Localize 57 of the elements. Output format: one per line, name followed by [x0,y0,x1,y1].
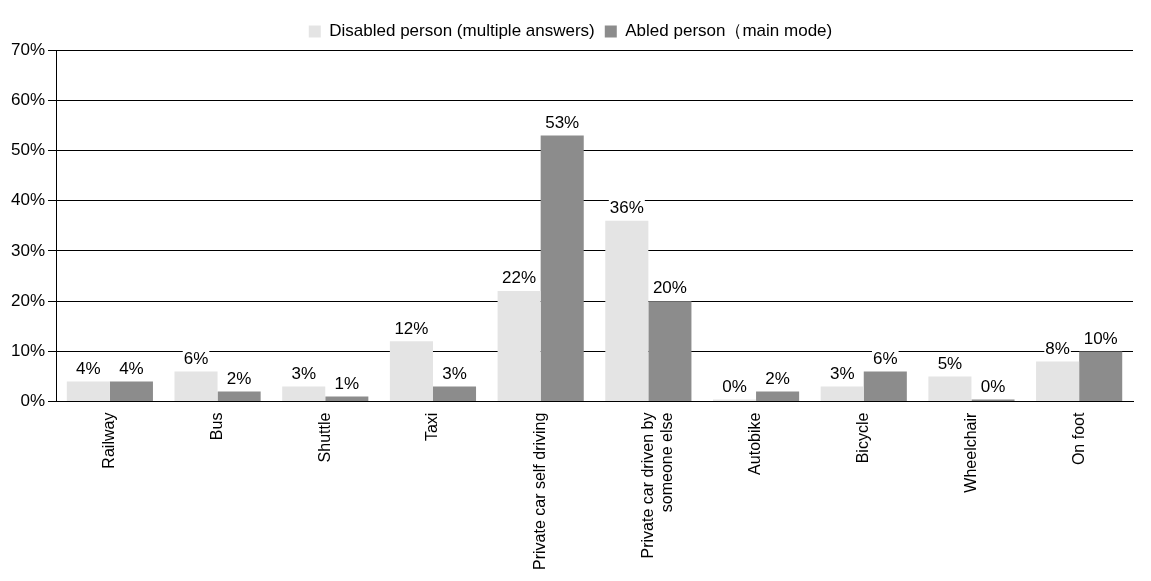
data-label: 1% [334,373,360,393]
data-label: 36% [609,197,644,217]
data-label: 3% [291,363,317,383]
x-tick-label: On foot [1069,412,1087,466]
x-tick-label: Bus [207,412,225,441]
bar [1079,351,1123,402]
bar [756,391,800,402]
x-tick-label: Railway [100,412,118,469]
x-tick-label: Private car self driving [531,412,549,570]
x-tick-label: Shuttle [315,412,333,463]
data-label: 4% [76,358,101,378]
bar [863,371,907,402]
data-label: 22% [502,268,537,288]
data-label: 10% [1083,328,1118,348]
y-tick-label: 30% [10,240,46,260]
bar [389,341,433,402]
y-tick-label: 0% [20,391,46,411]
x-tick-label: Wheelchair [961,411,979,493]
y-tick-label: 10% [10,341,46,361]
bar [928,376,972,402]
bar [282,386,326,402]
y-tick-label: 60% [10,89,46,109]
y-tick-label: 70% [10,39,46,59]
x-tick-label: Taxi [423,412,441,442]
bar [540,135,584,402]
data-label: 8% [1045,338,1070,358]
x-tick-label: Private car driven by someone else [638,412,675,559]
data-label: 2% [226,368,252,388]
bar [174,371,218,402]
data-label: 0% [980,376,1006,396]
x-tick-label: Autobike [746,412,764,475]
legend-label: Disabled person (multiple answers) [329,21,595,41]
bar [648,301,692,402]
y-tick-label: 20% [10,290,46,310]
data-label: 3% [442,363,467,383]
data-label: 53% [545,112,580,132]
data-label: 12% [394,318,429,338]
legend-label: Abled person（main mode) [625,21,833,41]
data-label: 5% [937,353,963,373]
bar [497,291,541,402]
data-label: 2% [765,368,790,388]
bar [820,386,864,402]
x-tick-label: Bicycle [854,412,872,464]
y-tick-label: 40% [10,190,46,210]
bar [605,220,649,402]
bar [109,381,153,402]
y-tick-label: 50% [10,140,46,160]
bar [1036,361,1080,402]
data-label: 4% [119,358,144,378]
bar [217,391,261,402]
data-label: 3% [829,363,855,383]
data-label: 6% [183,348,209,368]
data-label: 20% [652,278,687,298]
data-label: 6% [873,348,898,368]
data-label: 0% [722,376,747,396]
bar [432,386,477,402]
bar [66,381,110,402]
